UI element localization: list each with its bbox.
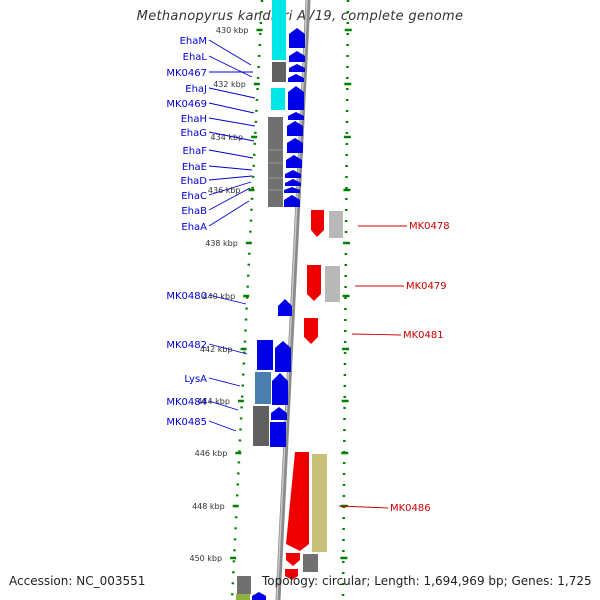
- gene-arrow[interactable]: [287, 138, 303, 153]
- leader-line: [208, 343, 248, 355]
- cds-block[interactable]: [237, 576, 251, 594]
- gene-arrow[interactable]: [307, 265, 321, 301]
- topology-text: Topology: circular; Length: 1,694,969 bp…: [262, 574, 592, 588]
- leader-line: [208, 55, 253, 78]
- gene-label[interactable]: MK0478: [409, 221, 450, 232]
- gene-label[interactable]: LysA: [184, 374, 207, 385]
- leader-line: [208, 149, 254, 159]
- gene-arrow[interactable]: [271, 407, 287, 420]
- cds-block[interactable]: [325, 266, 340, 302]
- gene-label[interactable]: MK0485: [166, 417, 207, 428]
- kbp-label: 448 kbp: [192, 502, 225, 511]
- gene-arrow[interactable]: [285, 170, 301, 178]
- kbp-label: 440 kbp: [203, 292, 236, 301]
- cds-block[interactable]: [268, 117, 283, 207]
- leader-line: [208, 175, 253, 181]
- cds-block[interactable]: [272, 62, 286, 82]
- gene-arrow[interactable]: [288, 74, 304, 82]
- accession-text: Accession: NC_003551: [9, 574, 146, 588]
- leader-line: [208, 165, 253, 171]
- gene-arrow[interactable]: [252, 592, 266, 600]
- leader-line: [208, 187, 251, 211]
- gene-arrow[interactable]: [289, 28, 305, 48]
- gene-arrow[interactable]: [286, 553, 300, 566]
- gene-label[interactable]: EhaM: [180, 36, 207, 47]
- gene-label[interactable]: EhaH: [181, 114, 207, 125]
- gene-arrow[interactable]: [285, 179, 301, 186]
- gene-arrow[interactable]: [289, 51, 305, 62]
- gene-label[interactable]: MK0480: [166, 291, 207, 302]
- gene-label[interactable]: EhaD: [181, 176, 208, 187]
- cds-block[interactable]: [236, 594, 250, 600]
- gene-arrow[interactable]: [289, 64, 305, 72]
- gene-label[interactable]: EhaA: [181, 222, 207, 233]
- cds-block[interactable]: [257, 340, 273, 370]
- gene-label[interactable]: MK0467: [166, 68, 207, 79]
- gene-label[interactable]: EhaE: [182, 162, 207, 173]
- cds-block[interactable]: [272, 0, 286, 60]
- gene-arrow[interactable]: [288, 86, 304, 110]
- gene-label[interactable]: MK0486: [390, 503, 431, 514]
- gene-arrow[interactable]: [272, 373, 288, 405]
- gene-arrow[interactable]: [286, 452, 309, 551]
- kbp-label: 444 kbp: [197, 397, 230, 406]
- gene-label[interactable]: MK0481: [403, 330, 444, 341]
- map-title: Methanopyrus kandleri AV19, complete gen…: [136, 9, 464, 24]
- leader-line: [208, 117, 256, 127]
- gene-label[interactable]: MK0479: [406, 281, 447, 292]
- gene-arrow[interactable]: [288, 112, 304, 120]
- gene-arrow[interactable]: [286, 155, 302, 168]
- leader-line: [208, 377, 241, 387]
- cds-block[interactable]: [312, 454, 327, 552]
- kbp-label: 446 kbp: [195, 449, 228, 458]
- gene-label[interactable]: MK0469: [166, 99, 207, 110]
- kbp-label: 434 kbp: [211, 133, 244, 142]
- gene-label[interactable]: MK0484: [166, 397, 207, 408]
- kbp-label: 450 kbp: [189, 554, 222, 563]
- cds-block[interactable]: [303, 554, 318, 572]
- cds-block[interactable]: [253, 406, 269, 446]
- gene-label[interactable]: EhaF: [182, 146, 207, 157]
- leader-line: [208, 400, 239, 411]
- gene-arrow[interactable]: [285, 569, 298, 580]
- gene-arrow[interactable]: [284, 195, 300, 207]
- gene-arrow[interactable]: [278, 299, 292, 316]
- ruler-right: [341, 0, 350, 600]
- leader-line: [208, 294, 247, 305]
- leader-line: [208, 102, 255, 114]
- leader-line: [208, 420, 237, 432]
- leader-line: [208, 200, 250, 227]
- kbp-label: 430 kbp: [216, 26, 249, 35]
- gene-label[interactable]: EhaL: [183, 52, 208, 63]
- kbp-label: 432 kbp: [213, 80, 246, 89]
- leader-line: [208, 131, 255, 142]
- gene-label[interactable]: EhaC: [181, 191, 207, 202]
- ruler-left: [230, 0, 264, 600]
- kbp-label: 438 kbp: [205, 239, 238, 248]
- gene-label[interactable]: EhaJ: [185, 84, 207, 95]
- gene-arrow[interactable]: [311, 210, 324, 237]
- kbp-label: 442 kbp: [200, 345, 233, 354]
- gene-label[interactable]: MK0482: [166, 340, 207, 351]
- leader-line: [351, 333, 402, 336]
- gene-arrow[interactable]: [284, 187, 300, 193]
- gene-arrow[interactable]: [275, 341, 291, 372]
- leader-line: [338, 505, 389, 509]
- gene-block[interactable]: [270, 422, 286, 447]
- gene-arrow[interactable]: [287, 121, 303, 136]
- gene-arrow[interactable]: [304, 318, 318, 344]
- leader-line: [208, 39, 252, 66]
- gene-label[interactable]: EhaG: [180, 128, 207, 139]
- cds-block[interactable]: [271, 88, 285, 110]
- gene-label[interactable]: EhaB: [181, 206, 207, 217]
- leader-line: [208, 87, 256, 99]
- cds-block[interactable]: [255, 372, 271, 404]
- cds-block[interactable]: [329, 211, 343, 238]
- leader-line: [208, 181, 252, 196]
